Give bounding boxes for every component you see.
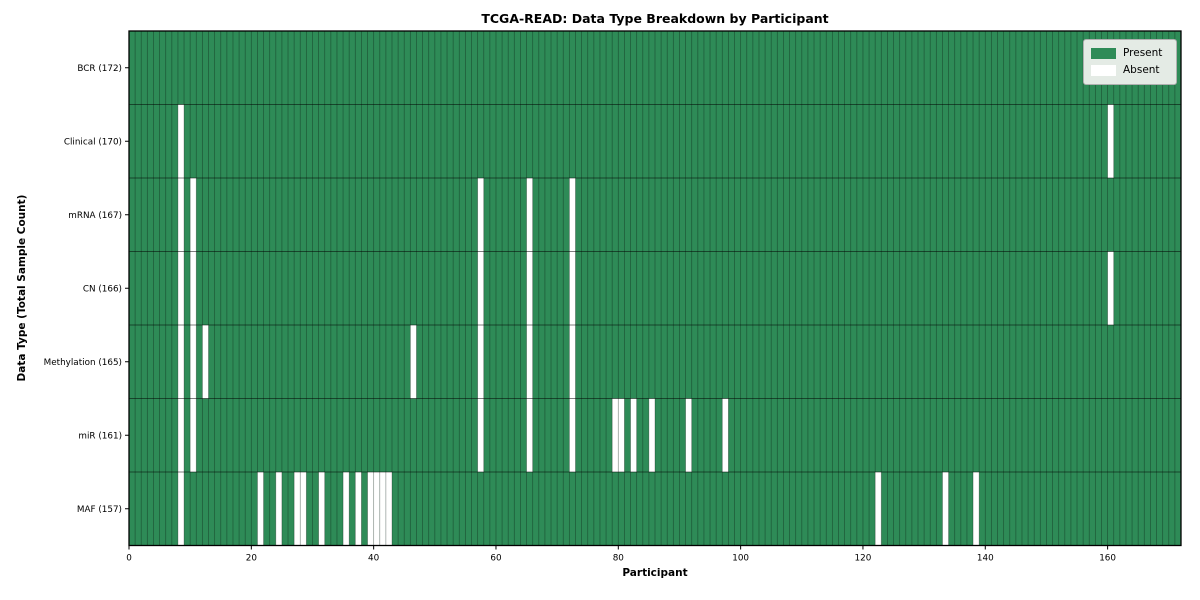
- absent-cell-miR-72: [569, 398, 576, 472]
- legend-absent-swatch: [1091, 64, 1116, 77]
- y-tick-label-BCR: BCR (172): [77, 64, 122, 74]
- legend-present-swatch: [1091, 47, 1116, 60]
- x-tick-label: 80: [613, 554, 625, 564]
- absent-cell-mRNA-72: [569, 178, 576, 252]
- x-tick-label: 100: [732, 554, 749, 564]
- absent-cell-CN-65: [526, 251, 533, 325]
- y-tick-label-mRNA: mRNA (167): [68, 211, 122, 221]
- absent-cell-MAF-35: [343, 472, 350, 546]
- x-tick-label: 60: [490, 554, 502, 564]
- absent-cell-miR-8: [177, 398, 185, 472]
- legend: Present Absent: [1083, 39, 1177, 85]
- absent-cell-miR-91: [685, 398, 692, 472]
- x-tick-label: 120: [855, 554, 872, 564]
- chart-title: TCGA-READ: Data Type Breakdown by Partic…: [481, 11, 829, 26]
- y-tick-label-CN: CN (166): [83, 284, 122, 294]
- y-tick-label-miR: miR (161): [78, 431, 122, 441]
- x-tick-label: 140: [977, 554, 994, 564]
- absent-cell-CN-57: [477, 251, 484, 325]
- absent-cell-MAF-28: [300, 472, 307, 546]
- absent-cell-MAF-24: [275, 472, 282, 546]
- absent-cell-miR-10: [190, 398, 197, 472]
- absent-cell-miR-80: [618, 398, 625, 472]
- y-axis-label-text: Data Type (Total Sample Count): [16, 194, 28, 382]
- absent-cell-Methylation-8: [177, 325, 185, 399]
- x-axis-label: Participant: [622, 567, 688, 579]
- legend-absent-label: Absent: [1123, 64, 1160, 77]
- absent-cell-MAF-31: [318, 472, 325, 546]
- absent-cell-MAF-138: [973, 472, 980, 546]
- absent-cell-miR-57: [477, 398, 484, 472]
- y-tick-label-Methylation: Methylation (165): [44, 358, 122, 368]
- absent-cell-MAF-133: [942, 472, 949, 546]
- absent-cell-mRNA-8: [177, 178, 185, 252]
- absent-cell-miR-97: [722, 398, 729, 472]
- absent-cell-CN-10: [190, 251, 197, 325]
- x-tick-label: 0: [126, 554, 132, 564]
- x-tick-label: 20: [246, 554, 258, 564]
- absent-cell-Methylation-65: [526, 325, 533, 399]
- absent-cell-MAF-37: [355, 472, 362, 546]
- absent-cell-Methylation-46: [410, 325, 417, 399]
- y-tick-label-MAF: MAF (157): [77, 505, 122, 515]
- legend-present-label: Present: [1123, 47, 1163, 60]
- absent-cell-Methylation-12: [202, 325, 209, 399]
- y-tick-label-Clinical: Clinical (170): [64, 137, 122, 147]
- absent-cell-Clinical-8: [177, 104, 185, 178]
- x-tick-label: 160: [1099, 554, 1116, 564]
- legend-entry-present: Present: [1091, 45, 1176, 62]
- absent-cell-miR-85: [648, 398, 655, 472]
- absent-cell-MAF-27: [294, 472, 301, 546]
- absent-cell-Methylation-72: [569, 325, 576, 399]
- absent-cell-MAF-8: [177, 472, 185, 546]
- absent-cell-Methylation-57: [477, 325, 484, 399]
- absent-cell-MAF-39: [367, 472, 374, 546]
- absent-cell-miR-79: [612, 398, 619, 472]
- absent-cell-MAF-122: [875, 472, 882, 546]
- absent-cell-mRNA-57: [477, 178, 484, 252]
- absent-cell-mRNA-65: [526, 178, 533, 252]
- absent-cell-CN-8: [177, 251, 185, 325]
- absent-cell-MAF-21: [257, 472, 264, 546]
- absent-cell-MAF-42: [385, 472, 392, 546]
- legend-entry-absent: Absent: [1091, 62, 1176, 79]
- absent-cell-CN-160: [1107, 251, 1114, 325]
- absent-cell-miR-82: [630, 398, 637, 472]
- absent-cell-MAF-40: [373, 472, 380, 546]
- absent-cell-Methylation-10: [190, 325, 197, 399]
- absent-cell-mRNA-10: [190, 178, 197, 252]
- absent-cell-miR-65: [526, 398, 533, 472]
- absent-cell-CN-72: [569, 251, 576, 325]
- absent-cell-MAF-41: [379, 472, 386, 546]
- x-tick-label: 40: [368, 554, 380, 564]
- absent-cell-Clinical-160: [1107, 104, 1114, 178]
